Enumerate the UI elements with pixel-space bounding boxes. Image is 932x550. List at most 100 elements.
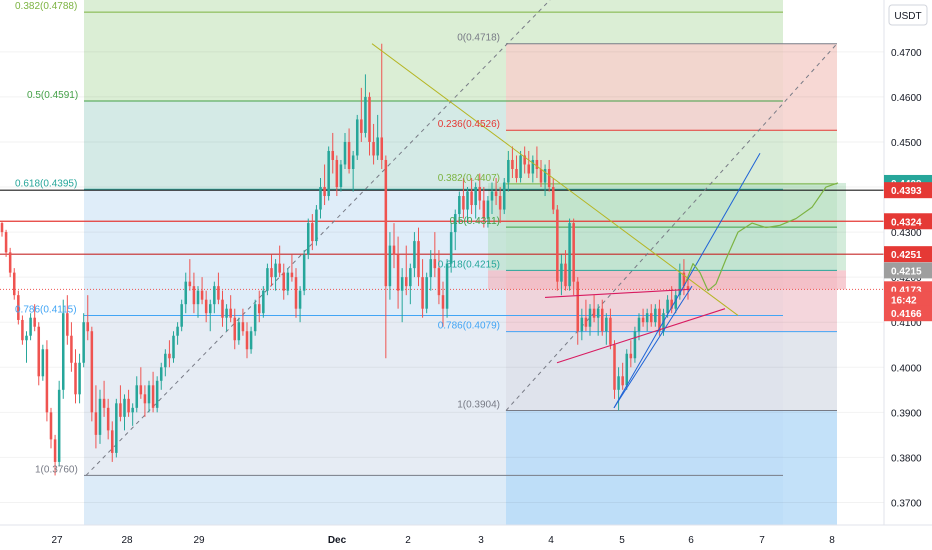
- candle-body: [131, 407, 134, 413]
- candle-body: [123, 398, 126, 417]
- price-badge-label: 0.4166: [891, 309, 922, 320]
- candle-body: [45, 349, 49, 413]
- candle-body: [94, 412, 98, 435]
- price-badge-label: 0.4324: [891, 217, 922, 228]
- candle-body: [151, 385, 155, 408]
- candle-body: [127, 398, 130, 413]
- candle-body: [0, 223, 4, 233]
- candle-body: [339, 164, 343, 188]
- candle-body: [498, 196, 502, 210]
- candle-body: [486, 200, 490, 219]
- candle-body: [372, 141, 375, 156]
- price-badge: [884, 213, 932, 230]
- candle-body: [637, 317, 641, 332]
- candle-body: [221, 299, 224, 318]
- candle-body: [445, 263, 449, 309]
- candle-body: [274, 263, 277, 278]
- fib-right-label: 0.786(0.4079): [438, 321, 500, 332]
- candle-body: [494, 191, 498, 197]
- candle-body: [355, 119, 359, 156]
- candle-body: [290, 272, 294, 278]
- candle-body: [217, 286, 220, 300]
- candle-body: [286, 272, 290, 291]
- downtrend-line: [371, 43, 739, 316]
- candle-body: [25, 335, 28, 341]
- fib-right-zone: [506, 130, 837, 184]
- candle-body: [306, 223, 310, 255]
- candle-body: [351, 155, 355, 169]
- currency-button[interactable]: [888, 4, 928, 26]
- candle-body: [41, 349, 45, 377]
- fib-trend-line: [505, 43, 838, 411]
- candle-body: [625, 353, 629, 386]
- candle-body: [592, 308, 596, 318]
- drawings-back: [0, 0, 884, 476]
- price-tick-label: 0.4700: [891, 48, 922, 59]
- candlestick-series: [0, 43, 690, 476]
- candle-body: [106, 407, 110, 431]
- candle-body: [527, 164, 531, 174]
- time-tick-label: 6: [688, 535, 694, 546]
- projected-path: [685, 182, 839, 292]
- fib-trend-line: [85, 0, 551, 476]
- candle-body: [368, 96, 371, 142]
- time-tick-label: 27: [51, 535, 63, 546]
- candle-body: [547, 168, 551, 188]
- candle-body: [478, 187, 482, 201]
- candle-body: [388, 245, 392, 287]
- candle-body: [449, 232, 453, 264]
- candle-body: [245, 331, 249, 350]
- candle-body: [29, 317, 32, 336]
- candle-body: [641, 317, 645, 323]
- candle-body: [159, 367, 163, 381]
- candle-body: [115, 403, 118, 453]
- price-tick-label: 0.3800: [891, 453, 922, 464]
- candle-body: [384, 159, 388, 287]
- time-axis-panel[interactable]: [0, 525, 932, 550]
- candle-body: [241, 322, 245, 332]
- price-tick-label: 0.4500: [891, 138, 922, 149]
- candle-body: [253, 304, 257, 332]
- fib-left-label: 1(0.3760): [35, 464, 78, 475]
- candle-body: [262, 290, 265, 314]
- time-tick-label: 2: [405, 535, 411, 546]
- candle-body: [429, 259, 433, 278]
- candle-body: [110, 430, 114, 453]
- candle-body: [257, 304, 261, 314]
- candle-body: [327, 150, 330, 197]
- candle-body: [70, 335, 73, 363]
- candle-body: [192, 286, 196, 305]
- candle-body: [409, 268, 412, 287]
- price-tick-label: 0.3700: [891, 498, 922, 509]
- candle-body: [164, 353, 167, 368]
- time-tick-label: 29: [193, 535, 205, 546]
- candle-body: [82, 322, 85, 363]
- candle-body: [511, 159, 514, 169]
- candle-body: [413, 241, 416, 269]
- candle-body: [466, 191, 469, 210]
- candle-body: [560, 263, 563, 282]
- candle-body: [343, 141, 347, 165]
- candle-body: [282, 272, 286, 291]
- price-tick-label: 0.4000: [891, 363, 922, 374]
- candle-body: [49, 412, 53, 440]
- candle-body: [576, 281, 580, 332]
- candle-body: [674, 295, 678, 309]
- price-badge: [884, 305, 932, 322]
- candle-body: [135, 385, 139, 408]
- currency-label: USDT: [894, 11, 921, 22]
- candle-body: [21, 319, 24, 341]
- price-badge-label: 0.4215: [891, 266, 922, 277]
- candle-body: [347, 141, 351, 169]
- candle-body: [376, 137, 379, 156]
- candle-body: [539, 168, 543, 183]
- candle-body: [176, 326, 179, 336]
- candle-body: [458, 196, 461, 215]
- drawings-front: [371, 43, 839, 409]
- candle-body: [364, 96, 367, 133]
- candle-body: [360, 119, 363, 133]
- time-tick-label: 28: [121, 535, 133, 546]
- candle-body: [53, 439, 57, 462]
- candle-body: [319, 187, 322, 210]
